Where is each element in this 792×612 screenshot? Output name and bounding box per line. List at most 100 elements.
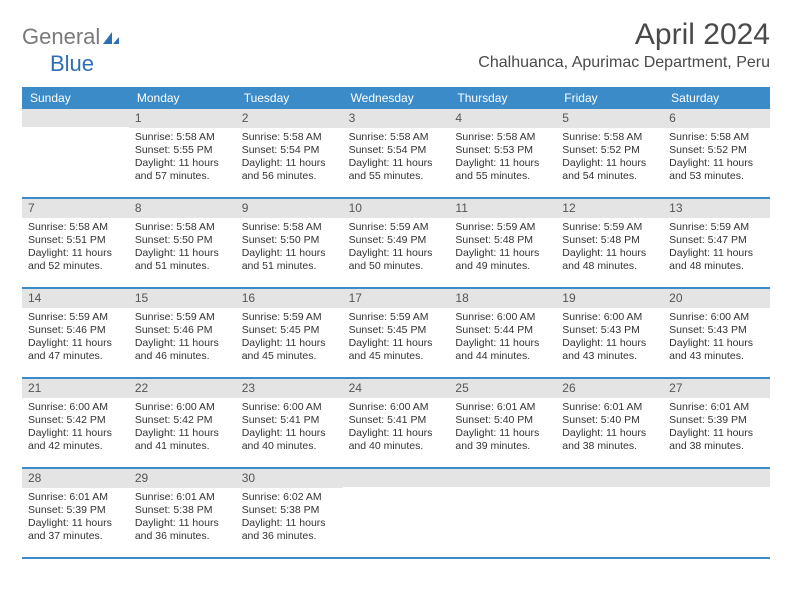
- day-body: Sunrise: 5:59 AMSunset: 5:45 PMDaylight:…: [236, 308, 343, 368]
- daylight-text: Daylight: 11 hours and 38 minutes.: [562, 427, 657, 453]
- day-number: 3: [343, 109, 450, 128]
- day-cell: 23Sunrise: 6:00 AMSunset: 5:41 PMDayligh…: [236, 379, 343, 467]
- day-cell: 8Sunrise: 5:58 AMSunset: 5:50 PMDaylight…: [129, 199, 236, 287]
- sunrise-text: Sunrise: 6:01 AM: [669, 401, 764, 414]
- day-cell: 27Sunrise: 6:01 AMSunset: 5:39 PMDayligh…: [663, 379, 770, 467]
- location-subtitle: Chalhuanca, Apurimac Department, Peru: [478, 54, 770, 72]
- day-number: 27: [663, 379, 770, 398]
- day-number: 13: [663, 199, 770, 218]
- sunset-text: Sunset: 5:40 PM: [562, 414, 657, 427]
- day-body: Sunrise: 6:00 AMSunset: 5:41 PMDaylight:…: [236, 398, 343, 458]
- daylight-text: Daylight: 11 hours and 45 minutes.: [349, 337, 444, 363]
- day-cell: 7Sunrise: 5:58 AMSunset: 5:51 PMDaylight…: [22, 199, 129, 287]
- sunset-text: Sunset: 5:48 PM: [455, 234, 550, 247]
- day-number: 9: [236, 199, 343, 218]
- sunrise-text: Sunrise: 6:02 AM: [242, 491, 337, 504]
- daylight-text: Daylight: 11 hours and 57 minutes.: [135, 157, 230, 183]
- sunrise-text: Sunrise: 5:58 AM: [135, 221, 230, 234]
- daylight-text: Daylight: 11 hours and 47 minutes.: [28, 337, 123, 363]
- sunset-text: Sunset: 5:53 PM: [455, 144, 550, 157]
- weekday-header: Monday: [129, 87, 236, 109]
- logo-text-general: General: [22, 24, 100, 49]
- day-body: Sunrise: 5:58 AMSunset: 5:51 PMDaylight:…: [22, 218, 129, 278]
- sunrise-text: Sunrise: 5:58 AM: [242, 221, 337, 234]
- day-number: 24: [343, 379, 450, 398]
- daylight-text: Daylight: 11 hours and 43 minutes.: [669, 337, 764, 363]
- day-body: Sunrise: 5:58 AMSunset: 5:55 PMDaylight:…: [129, 128, 236, 188]
- sunrise-text: Sunrise: 5:59 AM: [135, 311, 230, 324]
- day-cell: 9Sunrise: 5:58 AMSunset: 5:50 PMDaylight…: [236, 199, 343, 287]
- day-number: 1: [129, 109, 236, 128]
- day-body: Sunrise: 5:58 AMSunset: 5:52 PMDaylight:…: [663, 128, 770, 188]
- weekday-header-row: SundayMondayTuesdayWednesdayThursdayFrid…: [22, 87, 770, 109]
- sunset-text: Sunset: 5:52 PM: [562, 144, 657, 157]
- day-body: Sunrise: 6:02 AMSunset: 5:38 PMDaylight:…: [236, 488, 343, 548]
- sunset-text: Sunset: 5:38 PM: [242, 504, 337, 517]
- daylight-text: Daylight: 11 hours and 37 minutes.: [28, 517, 123, 543]
- day-body: Sunrise: 6:01 AMSunset: 5:38 PMDaylight:…: [129, 488, 236, 548]
- daylight-text: Daylight: 11 hours and 48 minutes.: [669, 247, 764, 273]
- day-body: Sunrise: 6:01 AMSunset: 5:40 PMDaylight:…: [449, 398, 556, 458]
- daylight-text: Daylight: 11 hours and 39 minutes.: [455, 427, 550, 453]
- day-body: Sunrise: 6:01 AMSunset: 5:39 PMDaylight:…: [22, 488, 129, 548]
- day-cell: 25Sunrise: 6:01 AMSunset: 5:40 PMDayligh…: [449, 379, 556, 467]
- weekday-header: Friday: [556, 87, 663, 109]
- sunset-text: Sunset: 5:54 PM: [242, 144, 337, 157]
- sunrise-text: Sunrise: 6:00 AM: [455, 311, 550, 324]
- day-number: 20: [663, 289, 770, 308]
- sunrise-text: Sunrise: 5:58 AM: [242, 131, 337, 144]
- day-body: Sunrise: 6:00 AMSunset: 5:41 PMDaylight:…: [343, 398, 450, 458]
- day-number: 4: [449, 109, 556, 128]
- day-cell: 28Sunrise: 6:01 AMSunset: 5:39 PMDayligh…: [22, 469, 129, 557]
- day-number: 21: [22, 379, 129, 398]
- day-cell: 11Sunrise: 5:59 AMSunset: 5:48 PMDayligh…: [449, 199, 556, 287]
- daylight-text: Daylight: 11 hours and 51 minutes.: [135, 247, 230, 273]
- day-cell: 1Sunrise: 5:58 AMSunset: 5:55 PMDaylight…: [129, 109, 236, 197]
- day-body: Sunrise: 6:01 AMSunset: 5:40 PMDaylight:…: [556, 398, 663, 458]
- day-number: 16: [236, 289, 343, 308]
- day-number: 7: [22, 199, 129, 218]
- day-number: 26: [556, 379, 663, 398]
- logo-text-blue: Blue: [50, 51, 94, 76]
- daylight-text: Daylight: 11 hours and 44 minutes.: [455, 337, 550, 363]
- sunset-text: Sunset: 5:50 PM: [242, 234, 337, 247]
- empty-day-cell: [663, 469, 770, 557]
- day-body: Sunrise: 5:59 AMSunset: 5:49 PMDaylight:…: [343, 218, 450, 278]
- sunset-text: Sunset: 5:52 PM: [669, 144, 764, 157]
- sunset-text: Sunset: 5:43 PM: [562, 324, 657, 337]
- daylight-text: Daylight: 11 hours and 45 minutes.: [242, 337, 337, 363]
- sunrise-text: Sunrise: 5:59 AM: [669, 221, 764, 234]
- week-row: 1Sunrise: 5:58 AMSunset: 5:55 PMDaylight…: [22, 109, 770, 199]
- day-body: Sunrise: 5:59 AMSunset: 5:45 PMDaylight:…: [343, 308, 450, 368]
- daylight-text: Daylight: 11 hours and 49 minutes.: [455, 247, 550, 273]
- empty-day-cell: [449, 469, 556, 557]
- day-cell: 19Sunrise: 6:00 AMSunset: 5:43 PMDayligh…: [556, 289, 663, 377]
- day-number: 11: [449, 199, 556, 218]
- day-cell: 6Sunrise: 5:58 AMSunset: 5:52 PMDaylight…: [663, 109, 770, 197]
- day-body: Sunrise: 5:59 AMSunset: 5:47 PMDaylight:…: [663, 218, 770, 278]
- daylight-text: Daylight: 11 hours and 48 minutes.: [562, 247, 657, 273]
- day-cell: 10Sunrise: 5:59 AMSunset: 5:49 PMDayligh…: [343, 199, 450, 287]
- daylight-text: Daylight: 11 hours and 53 minutes.: [669, 157, 764, 183]
- day-number: 22: [129, 379, 236, 398]
- sunset-text: Sunset: 5:45 PM: [242, 324, 337, 337]
- sunset-text: Sunset: 5:51 PM: [28, 234, 123, 247]
- daylight-text: Daylight: 11 hours and 36 minutes.: [135, 517, 230, 543]
- sunset-text: Sunset: 5:47 PM: [669, 234, 764, 247]
- daylight-text: Daylight: 11 hours and 55 minutes.: [349, 157, 444, 183]
- day-number: 10: [343, 199, 450, 218]
- empty-day-cell: [556, 469, 663, 557]
- day-cell: 17Sunrise: 5:59 AMSunset: 5:45 PMDayligh…: [343, 289, 450, 377]
- sunrise-text: Sunrise: 6:00 AM: [242, 401, 337, 414]
- day-number: 12: [556, 199, 663, 218]
- day-number: 29: [129, 469, 236, 488]
- daylight-text: Daylight: 11 hours and 41 minutes.: [135, 427, 230, 453]
- day-cell: 2Sunrise: 5:58 AMSunset: 5:54 PMDaylight…: [236, 109, 343, 197]
- day-number: 30: [236, 469, 343, 488]
- day-body: Sunrise: 6:00 AMSunset: 5:42 PMDaylight:…: [129, 398, 236, 458]
- day-body: Sunrise: 5:58 AMSunset: 5:52 PMDaylight:…: [556, 128, 663, 188]
- day-cell: 18Sunrise: 6:00 AMSunset: 5:44 PMDayligh…: [449, 289, 556, 377]
- day-cell: 4Sunrise: 5:58 AMSunset: 5:53 PMDaylight…: [449, 109, 556, 197]
- day-number: 5: [556, 109, 663, 128]
- daylight-text: Daylight: 11 hours and 40 minutes.: [349, 427, 444, 453]
